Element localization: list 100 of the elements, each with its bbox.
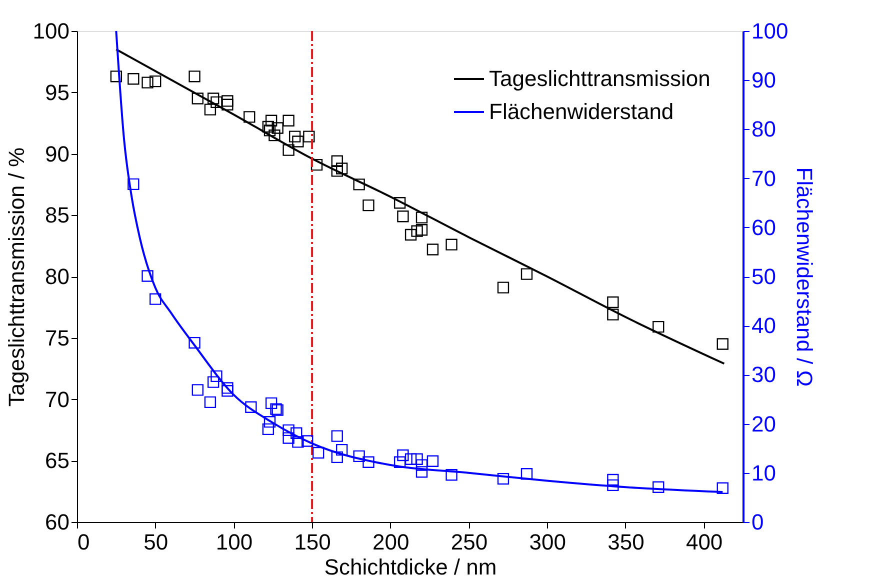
point bbox=[353, 450, 365, 462]
point bbox=[411, 453, 423, 465]
point bbox=[142, 76, 154, 88]
point bbox=[282, 432, 294, 444]
y-tick-label: 85 bbox=[45, 202, 70, 228]
y2-tick-label: 50 bbox=[752, 264, 776, 289]
y-tick-label: 80 bbox=[45, 264, 70, 289]
point bbox=[288, 130, 301, 142]
point bbox=[292, 436, 304, 448]
point bbox=[497, 472, 510, 485]
point bbox=[411, 225, 423, 237]
point bbox=[245, 401, 257, 413]
point bbox=[264, 124, 276, 136]
point bbox=[292, 136, 304, 148]
y-tick-label: 65 bbox=[45, 448, 70, 474]
y2-tick-label: 10 bbox=[752, 460, 776, 486]
y2-tick-label: 30 bbox=[752, 362, 776, 388]
point bbox=[716, 482, 728, 494]
x-tick-label: 100 bbox=[216, 530, 253, 554]
point bbox=[204, 104, 216, 116]
point bbox=[312, 446, 324, 459]
x-tick-label: 250 bbox=[450, 530, 488, 554]
line-series bbox=[115, 48, 726, 365]
point bbox=[446, 469, 458, 481]
point bbox=[353, 178, 365, 190]
x-tick-label: 0 bbox=[78, 530, 90, 554]
point bbox=[331, 155, 343, 167]
point bbox=[397, 210, 409, 222]
point bbox=[222, 382, 234, 394]
y-tick-label: 75 bbox=[45, 325, 70, 350]
point bbox=[150, 293, 162, 305]
point bbox=[426, 244, 439, 256]
point bbox=[302, 435, 314, 447]
point bbox=[336, 444, 348, 456]
point bbox=[331, 451, 343, 464]
point bbox=[520, 468, 533, 480]
point bbox=[607, 474, 619, 486]
point bbox=[188, 70, 200, 82]
point bbox=[394, 197, 406, 209]
point bbox=[607, 308, 619, 320]
point bbox=[394, 456, 406, 468]
x-tick-label: 50 bbox=[144, 530, 168, 554]
point bbox=[192, 384, 204, 396]
y2-tick-label: 70 bbox=[752, 166, 776, 191]
x-tick-label: 150 bbox=[294, 530, 331, 554]
point bbox=[222, 95, 234, 107]
point bbox=[331, 165, 343, 177]
point bbox=[716, 338, 728, 350]
x-axis-title: Schichtdicke / nm bbox=[324, 554, 497, 580]
point bbox=[282, 144, 294, 156]
point bbox=[497, 282, 510, 294]
point bbox=[416, 466, 428, 478]
point bbox=[265, 114, 278, 126]
point bbox=[416, 224, 428, 236]
point bbox=[607, 296, 619, 308]
point bbox=[397, 449, 409, 462]
y2-tick-label: 80 bbox=[752, 116, 776, 142]
legend-label: Flächenwiderstand bbox=[489, 99, 674, 124]
y-tick-label: 60 bbox=[45, 510, 70, 534]
point bbox=[520, 268, 533, 280]
x-tick-label: 300 bbox=[529, 530, 566, 554]
y2-tick-label: 60 bbox=[752, 214, 776, 240]
point bbox=[262, 120, 274, 133]
point bbox=[331, 430, 343, 442]
point bbox=[426, 455, 439, 467]
point bbox=[262, 423, 274, 436]
point bbox=[446, 238, 458, 250]
point bbox=[652, 481, 664, 493]
x-tick-label: 200 bbox=[372, 530, 410, 554]
point bbox=[244, 111, 256, 123]
point bbox=[192, 92, 204, 104]
y2-tick-label: 20 bbox=[752, 411, 776, 436]
y-tick-label: 90 bbox=[45, 141, 70, 166]
point bbox=[207, 92, 220, 104]
y2-tick-label: 100 bbox=[752, 18, 788, 44]
point bbox=[336, 162, 348, 174]
point bbox=[268, 129, 280, 142]
y-tick-label: 70 bbox=[45, 386, 70, 412]
point bbox=[362, 456, 374, 468]
legend-label: Tageslichttransmission bbox=[489, 66, 710, 91]
y-tick-label: 95 bbox=[45, 80, 70, 105]
y2-tick-label: 90 bbox=[752, 68, 776, 93]
point bbox=[142, 270, 154, 282]
y2-tick-label: 0 bbox=[752, 510, 764, 534]
point bbox=[282, 114, 294, 126]
y2-tick-label: 40 bbox=[752, 313, 776, 338]
point bbox=[222, 385, 234, 397]
point bbox=[416, 212, 428, 224]
point bbox=[362, 199, 374, 212]
point bbox=[188, 336, 200, 349]
point bbox=[265, 397, 278, 410]
point bbox=[128, 73, 140, 85]
point bbox=[282, 424, 294, 436]
point bbox=[404, 453, 417, 465]
y-tick-label: 100 bbox=[32, 18, 70, 44]
x-tick-label: 400 bbox=[686, 530, 723, 554]
point bbox=[303, 130, 315, 142]
y-axis-title: Tageslichttransmission / % bbox=[4, 147, 29, 407]
point bbox=[204, 396, 216, 408]
point bbox=[264, 416, 276, 428]
